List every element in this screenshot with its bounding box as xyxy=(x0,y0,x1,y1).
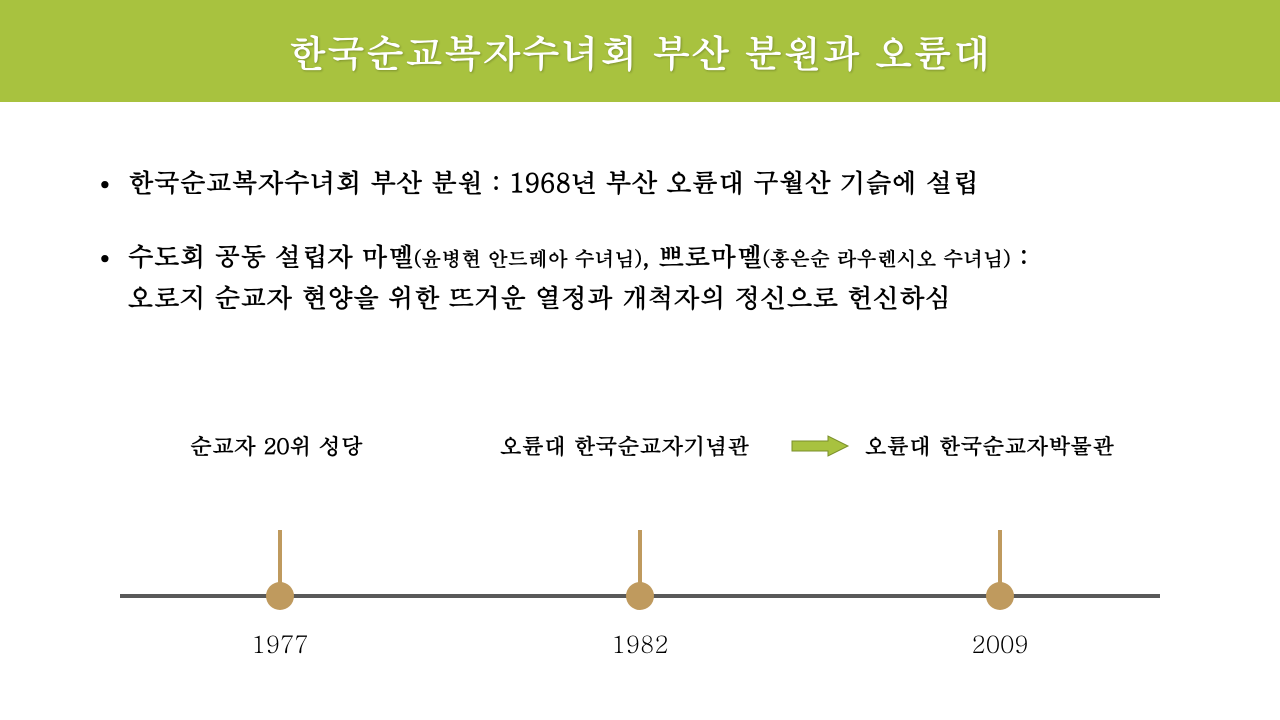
bullet-sub: (윤병현 안드레아 수녀님) xyxy=(414,243,642,272)
timeline-year: 2009 xyxy=(971,626,1028,660)
timeline-label: 오륜대 한국순교자박물관 xyxy=(865,430,1114,461)
timeline-label: 오륜대 한국순교자기념관 xyxy=(500,430,749,461)
bullet-prefix: 수도회 공동 설립자 마멜 xyxy=(128,238,414,274)
bullet-marker: • xyxy=(100,164,110,206)
timeline: 순교자 20위 성당 오륜대 한국순교자기념관 오륜대 한국순교자박물관 197… xyxy=(0,430,1280,640)
bullet-text: 한국순교복자수녀회 부산 분원 : 1968년 부산 오륜대 구월산 기슭에 설… xyxy=(128,162,979,206)
timeline-year: 1977 xyxy=(251,626,308,660)
content-area: • 한국순교복자수녀회 부산 분원 : 1968년 부산 오륜대 구월산 기슭에… xyxy=(0,102,1280,319)
timeline-svg xyxy=(0,500,1280,640)
timeline-year: 1982 xyxy=(611,626,668,660)
timeline-axis-wrap xyxy=(0,500,1280,640)
bullet-line2: 오로지 순교자 현양을 위한 뜨거운 열정과 개척자의 정신으로 헌신하심 xyxy=(128,279,951,315)
bullet-item: • 한국순교복자수녀회 부산 분원 : 1968년 부산 오륜대 구월산 기슭에… xyxy=(100,162,1180,206)
bullet-mid: , 쁘로마멜 xyxy=(642,238,762,274)
bullet-marker: • xyxy=(100,238,110,319)
bullet-item: • 수도회 공동 설립자 마멜(윤병현 안드레아 수녀님), 쁘로마멜(홍은순 … xyxy=(100,236,1180,319)
title-banner: 한국순교복자수녀회 부산 분원과 오륜대 xyxy=(0,0,1280,102)
timeline-label: 순교자 20위 성당 xyxy=(190,430,363,461)
bullet-suffix: : xyxy=(1011,238,1028,274)
timeline-labels: 순교자 20위 성당 오륜대 한국순교자기념관 오륜대 한국순교자박물관 xyxy=(0,430,1280,470)
bullet-sub: (홍은순 라우렌시오 수녀님) xyxy=(762,243,1010,272)
bullet-text: 수도회 공동 설립자 마멜(윤병현 안드레아 수녀님), 쁘로마멜(홍은순 라우… xyxy=(128,236,1028,319)
page-title: 한국순교복자수녀회 부산 분원과 오륜대 xyxy=(0,24,1280,78)
arrow-icon xyxy=(790,434,850,458)
